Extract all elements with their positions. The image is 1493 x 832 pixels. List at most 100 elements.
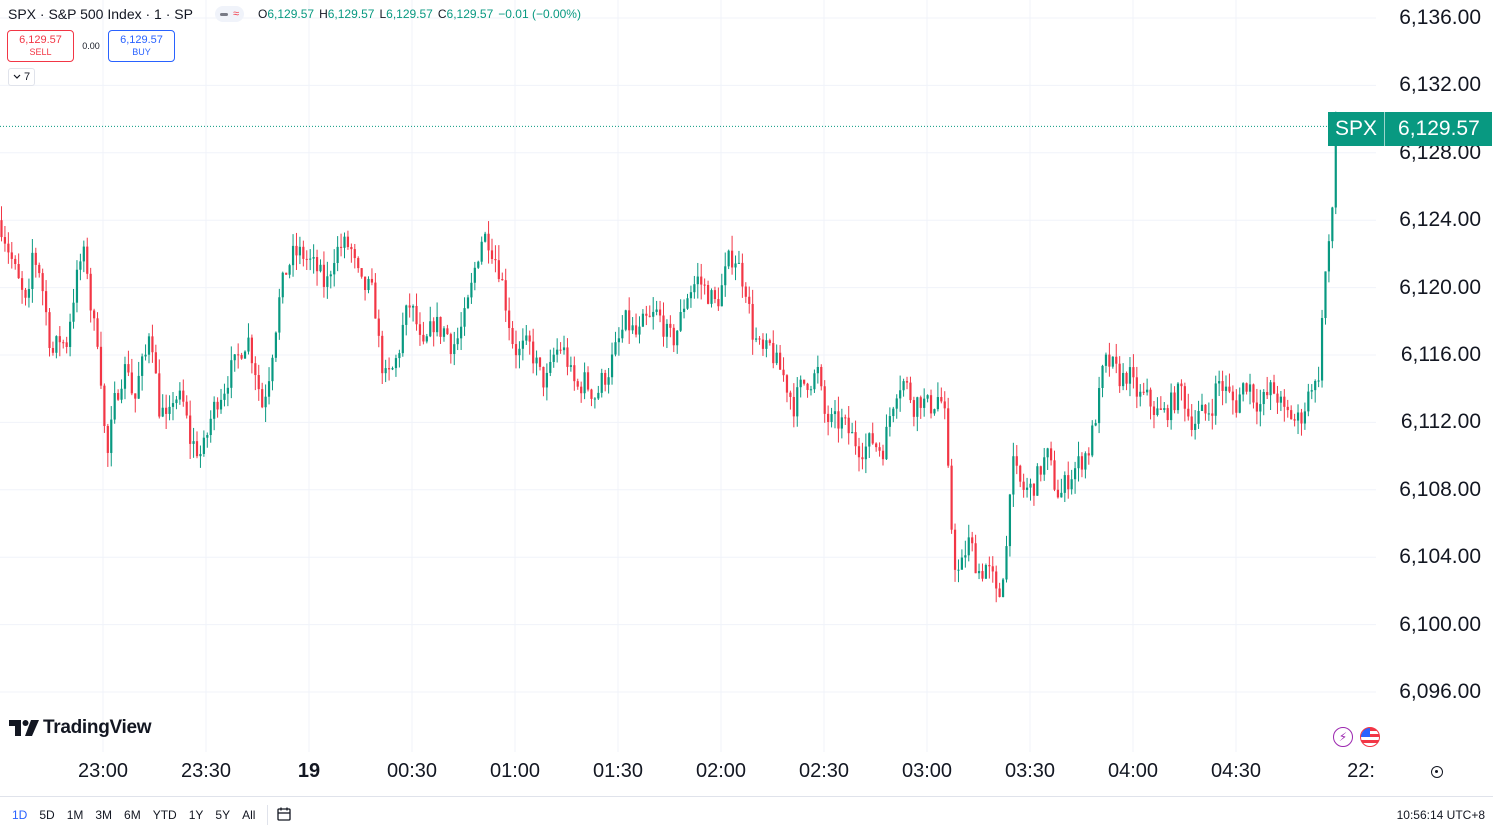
candle-body [1187, 408, 1190, 417]
range-button-1d[interactable]: 1D [12, 808, 28, 822]
candle-body [27, 289, 31, 298]
candle-body [1128, 367, 1132, 384]
candle-body [1242, 383, 1245, 395]
price-chart[interactable] [0, 0, 1376, 752]
price-scale[interactable]: 6,136.00 6,132.00 6,128.00 6,124.00 6,120.00… [1376, 0, 1493, 752]
candle-body [264, 396, 267, 408]
candle-body [453, 344, 456, 355]
candle-body [1080, 456, 1084, 470]
candle-body [1067, 475, 1070, 490]
time-scale[interactable]: 23:00 23:30 19 00:30 01:00 01:30 02:00 02:30 03:… [0, 752, 1376, 796]
candle-body [700, 276, 703, 285]
candle-body [868, 433, 871, 447]
candle-body [833, 411, 837, 415]
lightning-icon[interactable]: ⚡ [1333, 727, 1353, 747]
candle-body [315, 257, 319, 272]
tradingview-logo[interactable]: TradingView [9, 717, 152, 739]
candle-body [799, 379, 802, 388]
sell-button[interactable]: 6,129.57 SELL [7, 30, 74, 62]
range-button-all[interactable]: All [242, 808, 256, 822]
candle-body [1245, 383, 1248, 392]
candle-body [504, 280, 507, 311]
candle-body [130, 372, 133, 394]
candle-body [350, 247, 353, 250]
candle-body [710, 290, 713, 304]
candle-body [237, 354, 240, 356]
clock[interactable]: 10:56:14 UTC+8 [1396, 808, 1485, 822]
candle-body [1118, 363, 1121, 387]
candle-body [405, 305, 408, 325]
candle-body [110, 419, 113, 453]
candle-body [1166, 408, 1169, 421]
candle-body [535, 357, 538, 364]
candle-body [1272, 382, 1276, 394]
candle-body [573, 365, 576, 382]
candle-body [384, 368, 387, 374]
candle-body [278, 297, 281, 333]
candle-body [326, 276, 329, 287]
indicators-toggle[interactable]: 7 [8, 68, 36, 86]
range-button-1m[interactable]: 1M [66, 808, 84, 822]
buy-button[interactable]: 6,129.57 BUY [108, 30, 175, 62]
chart-pane[interactable]: SPX · S&P 500 Index · 1 · SP ≈ O6,129.57… [0, 0, 1376, 752]
candle-body [257, 375, 260, 390]
candle-body [398, 353, 401, 359]
range-button-3m[interactable]: 3M [95, 808, 113, 822]
candle-body [974, 543, 977, 574]
candle-body [755, 338, 758, 340]
candle-body [1077, 456, 1080, 469]
gear-icon[interactable] [1431, 766, 1443, 778]
candle-body [789, 392, 792, 397]
candle-body [857, 446, 861, 458]
candle-body [374, 282, 377, 319]
range-button-ytd[interactable]: YTD [152, 808, 177, 822]
candle-body [484, 233, 487, 242]
candle-body [44, 291, 48, 313]
us-flag-icon[interactable] [1360, 727, 1380, 747]
range-button-1y[interactable]: 1Y [188, 808, 204, 822]
range-button-5d[interactable]: 5D [39, 808, 55, 822]
time-tick-label: 02:30 [798, 760, 850, 782]
candle-body [267, 381, 271, 397]
candle-body [971, 537, 974, 544]
candle-body [401, 324, 404, 354]
candle-body [566, 347, 569, 367]
candle-body [1214, 383, 1217, 416]
candle-body [261, 389, 264, 408]
calendar-range-icon[interactable] [276, 806, 292, 822]
candle-body [816, 366, 819, 374]
candle-body [1296, 412, 1300, 421]
candle-body [923, 398, 926, 408]
candle-body [854, 432, 857, 447]
range-button-6m[interactable]: 6M [124, 808, 141, 822]
market-status-pill[interactable]: ≈ [214, 6, 244, 22]
symbol-title[interactable]: SPX · S&P 500 Index · 1 · SP [8, 6, 193, 22]
sell-label: SELL [29, 47, 52, 57]
candle-body [964, 555, 967, 558]
candle-body [151, 336, 154, 353]
candle-body [1060, 492, 1063, 498]
bottom-toolbar: 1D 5D 1M 3M 6M YTD 1Y 5Y All 10:56:14 UTC+8 [0, 796, 1493, 832]
candle-body [741, 262, 744, 287]
range-button-5y[interactable]: 5Y [215, 808, 231, 822]
price-tick-label: 6,128.00 [1399, 140, 1481, 164]
candle-body [1300, 412, 1303, 424]
candle-body [1056, 489, 1060, 498]
time-tick-label: 04:00 [1107, 760, 1159, 782]
candle-body [576, 381, 579, 387]
candle-body [463, 308, 466, 327]
candle-body [1194, 423, 1197, 430]
candle-body [497, 260, 500, 280]
candle-body [31, 252, 34, 290]
candle-body [55, 336, 58, 353]
candle-body [182, 390, 185, 402]
candle-body [487, 233, 490, 251]
candle-body [309, 258, 312, 260]
candle-body [254, 363, 257, 376]
candle-body [370, 278, 374, 283]
symbol-legend: SPX · S&P 500 Index · 1 · SP ≈ O6,129.57… [8, 6, 581, 22]
spread-value: 0.00 [82, 41, 100, 51]
candle-body [1266, 391, 1269, 396]
time-tick-label: 03:30 [1004, 760, 1056, 782]
price-tick-label: 6,136.00 [1399, 6, 1481, 29]
